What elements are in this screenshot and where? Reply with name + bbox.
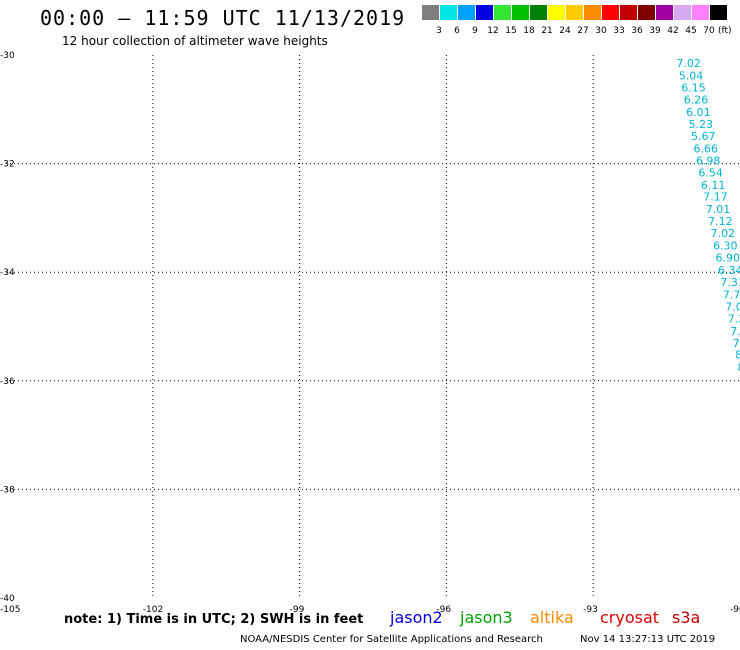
wave-height-value: 6.11 (701, 179, 726, 192)
wave-height-value: 7.01 (706, 203, 731, 216)
satellite-altika: altika (530, 608, 574, 627)
scale-swatch (512, 5, 529, 20)
scale-label: 33 (613, 26, 625, 36)
scale-label: 3 (436, 26, 442, 36)
wave-height-value: 7.21 (728, 312, 740, 325)
scale-label: 18 (523, 26, 535, 36)
scale-label: 9 (472, 26, 478, 36)
scale-label: 42 (667, 26, 679, 36)
scale-label: 39 (649, 26, 661, 36)
satellite-s3a: s3a (672, 608, 701, 627)
lon-label: -93 (583, 605, 598, 615)
lon-label: -99 (290, 605, 305, 615)
scale-label: 70 (703, 26, 715, 36)
wave-height-value: 6.66 (693, 142, 718, 155)
scale-label: 6 (454, 26, 460, 36)
wave-height-value: 6.26 (684, 94, 709, 107)
wave-height-value: 7.17 (703, 191, 728, 204)
wave-height-value: 7.31 (720, 276, 740, 289)
satellite-cryosat: cryosat (600, 608, 660, 627)
scale-units: (ft) (718, 26, 732, 36)
scale-swatch (458, 5, 475, 20)
wave-height-value: 5.67 (691, 130, 716, 143)
wave-height-value: 6.98 (696, 154, 721, 167)
satellite-jason3: jason3 (460, 608, 513, 627)
wave-height-value: 6.30 (713, 240, 738, 253)
wave-height-value: 7.98 (730, 325, 740, 338)
map-subtitle: 12 hour collection of altimeter wave hei… (62, 34, 328, 48)
wave-height-value: 7.12 (708, 215, 733, 228)
scale-swatch (620, 5, 637, 20)
scale-swatch (710, 5, 727, 20)
lon-label: -102 (143, 605, 163, 615)
wave-height-value: 7.77 (723, 288, 740, 301)
scale-swatch (422, 5, 439, 20)
wave-height-value: 6.90 (716, 252, 740, 265)
scale-label: 15 (505, 26, 517, 36)
scale-swatch (638, 5, 655, 20)
scale-swatch (692, 5, 709, 20)
lat-label: -40 (0, 594, 15, 604)
wave-height-value: 6.34 (718, 264, 740, 277)
wave-height-value: 8.27 (738, 361, 740, 374)
lat-label: -32 (0, 160, 15, 170)
scale-label: 24 (559, 26, 571, 36)
lon-label: -105 (0, 605, 20, 615)
scale-swatch (566, 5, 583, 20)
lat-label: -38 (0, 485, 15, 495)
credit-line: NOAA/NESDIS Center for Satellite Applica… (240, 634, 543, 645)
scale-label: 21 (541, 26, 553, 36)
wave-height-value: 8.08 (735, 349, 740, 362)
scale-swatch (476, 5, 493, 20)
wave-height-value: 7.07 (725, 300, 740, 313)
scale-label: 27 (577, 26, 589, 36)
wave-height-value: 6.54 (698, 166, 723, 179)
scale-swatch (674, 5, 691, 20)
scale-label: 12 (487, 26, 499, 36)
scale-swatch (602, 5, 619, 20)
scale-swatch (494, 5, 511, 20)
map-title: 00:00 – 11:59 UTC 11/13/2019 (40, 6, 406, 30)
wave-height-value: 7.02 (711, 227, 736, 240)
scale-label: 36 (631, 26, 643, 36)
scale-label: 45 (685, 26, 697, 36)
scale-swatch (440, 5, 457, 20)
wave-height-value: 7.97 (733, 337, 740, 350)
lat-label: -34 (0, 268, 15, 278)
wave-height-value: 6.15 (681, 82, 706, 95)
satellite-jason2: jason2 (390, 608, 443, 627)
scale-swatch (530, 5, 547, 20)
scale-label: 30 (595, 26, 607, 36)
generated-timestamp: Nov 14 13:27:13 UTC 2019 (580, 634, 716, 645)
scale-swatch (656, 5, 673, 20)
wave-height-value: 5.23 (689, 118, 714, 131)
lat-label: -30 (0, 51, 15, 61)
lon-label: -96 (436, 605, 451, 615)
lon-label: -90 (730, 605, 740, 615)
scale-swatch (584, 5, 601, 20)
footer-note: note: 1) Time is in UTC; 2) SWH is in fe… (64, 612, 364, 627)
wave-height-value: 6.01 (686, 106, 711, 119)
scale-swatch (548, 5, 565, 20)
wave-height-value: 7.02 (676, 57, 701, 70)
lat-label: -36 (0, 377, 15, 387)
wave-height-value: 5.04 (679, 70, 704, 83)
